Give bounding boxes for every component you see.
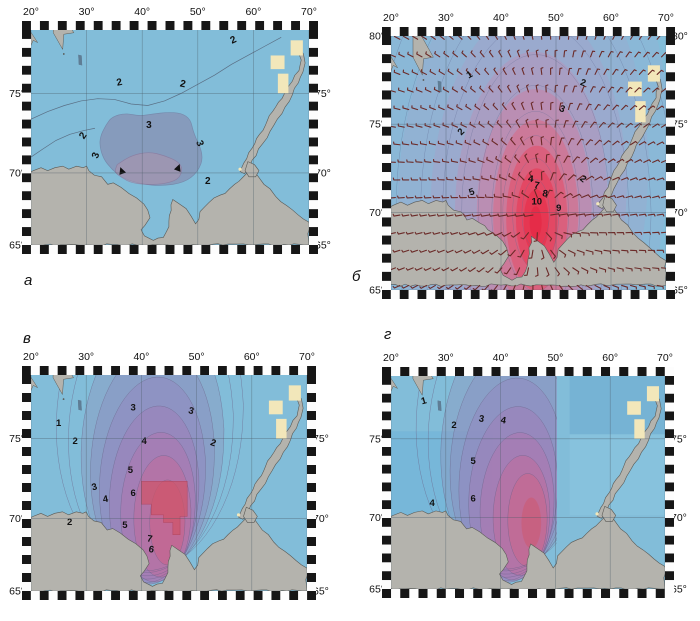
- svg-text:40°: 40°: [493, 352, 509, 364]
- svg-text:2: 2: [73, 436, 78, 447]
- svg-text:30°: 30°: [438, 12, 454, 24]
- svg-text:50°: 50°: [547, 352, 563, 364]
- svg-text:30°: 30°: [438, 352, 454, 364]
- svg-text:50°: 50°: [190, 6, 206, 18]
- svg-text:30°: 30°: [78, 351, 94, 363]
- svg-text:в: в: [23, 330, 31, 347]
- svg-text:4: 4: [429, 498, 435, 509]
- svg-text:60°: 60°: [602, 352, 618, 364]
- svg-text:20°: 20°: [23, 6, 39, 18]
- svg-text:г: г: [384, 326, 392, 343]
- svg-text:70°: 70°: [658, 12, 674, 24]
- svg-text:20°: 20°: [383, 12, 399, 24]
- svg-text:70°: 70°: [657, 352, 673, 364]
- svg-text:3: 3: [130, 403, 135, 414]
- svg-text:2: 2: [451, 420, 456, 431]
- svg-text:20°: 20°: [383, 352, 399, 364]
- svg-text:2: 2: [205, 176, 211, 187]
- svg-text:5: 5: [122, 520, 128, 531]
- svg-text:70°: 70°: [299, 351, 315, 363]
- svg-text:40°: 40°: [493, 12, 509, 24]
- svg-text:б: б: [352, 268, 361, 285]
- svg-text:40°: 40°: [134, 6, 150, 18]
- svg-text:6: 6: [471, 493, 476, 504]
- svg-text:20°: 20°: [23, 351, 39, 363]
- svg-text:4: 4: [142, 436, 148, 447]
- svg-text:50°: 50°: [189, 351, 205, 363]
- svg-text:50°: 50°: [548, 12, 564, 24]
- svg-text:30°: 30°: [79, 6, 95, 18]
- svg-text:40°: 40°: [133, 351, 149, 363]
- svg-text:1: 1: [56, 418, 62, 429]
- svg-text:5: 5: [128, 465, 134, 476]
- svg-text:60°: 60°: [603, 12, 619, 24]
- svg-text:6: 6: [130, 488, 135, 499]
- svg-text:60°: 60°: [245, 6, 261, 18]
- svg-text:60°: 60°: [244, 351, 260, 363]
- svg-text:3: 3: [146, 120, 152, 131]
- svg-text:70°: 70°: [301, 6, 317, 18]
- svg-text:a: a: [24, 272, 32, 289]
- svg-text:5: 5: [471, 456, 477, 467]
- svg-text:10: 10: [531, 197, 542, 208]
